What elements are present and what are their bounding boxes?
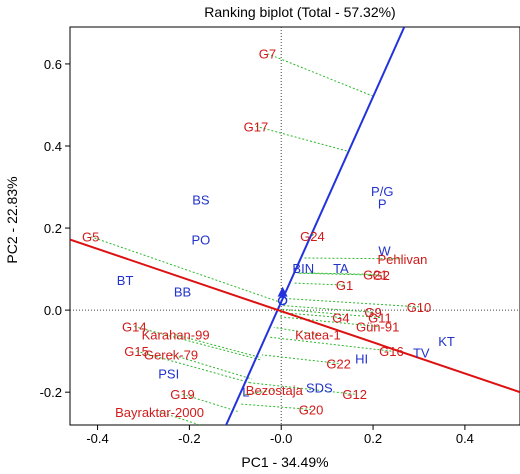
projection-line bbox=[281, 308, 380, 318]
genotype-label: Katea-1 bbox=[295, 328, 341, 343]
x-tick-label: -0.2 bbox=[178, 431, 200, 446]
y-tick-label: 0.2 bbox=[44, 221, 62, 236]
trait-label: P bbox=[378, 196, 387, 211]
y-tick-label: 0.4 bbox=[44, 139, 62, 154]
x-tick-label: -0.4 bbox=[86, 431, 108, 446]
projection-line bbox=[297, 272, 376, 275]
trait-label: BT bbox=[117, 273, 134, 288]
genotype-label: Gerek-79 bbox=[144, 347, 198, 362]
y-tick-label: 0.0 bbox=[44, 303, 62, 318]
genotype-label: G20 bbox=[299, 402, 324, 417]
projection-line bbox=[182, 393, 238, 412]
trait-label: PSI bbox=[158, 367, 179, 382]
average-environment-arrow bbox=[277, 286, 288, 297]
projection-line bbox=[283, 305, 374, 313]
genotype-label: G21 bbox=[363, 267, 388, 282]
genotype-label: Karahan-99 bbox=[142, 328, 210, 343]
y-tick-label: -0.2 bbox=[40, 385, 62, 400]
trait-label: PO bbox=[191, 233, 210, 248]
trait-label: TV bbox=[413, 345, 430, 360]
y-tick-label: 0.6 bbox=[44, 57, 62, 72]
genotype-label: G15 bbox=[124, 344, 149, 359]
genotype-label: G16 bbox=[379, 344, 404, 359]
projection-line bbox=[312, 231, 316, 237]
genotype-label: G9 bbox=[364, 305, 381, 320]
genotype-label: G2 bbox=[373, 268, 390, 283]
x-axis-label: PC1 - 34.49% bbox=[241, 454, 328, 470]
genotype-label: G17 bbox=[244, 119, 269, 134]
genotype-label: G1 bbox=[336, 278, 353, 293]
genotype-label: G14 bbox=[122, 320, 147, 335]
projection-line bbox=[249, 382, 355, 395]
chart-title: Ranking biplot (Total - 57.32%) bbox=[204, 4, 395, 20]
projection-line bbox=[175, 334, 262, 359]
projection-line bbox=[261, 354, 339, 364]
ata-axis-line bbox=[70, 238, 520, 394]
trait-label: KT bbox=[438, 334, 455, 349]
trait-label: BIN bbox=[292, 261, 314, 276]
projection-line bbox=[293, 282, 345, 286]
trait-label: BS bbox=[192, 192, 210, 207]
trait-label: SDS bbox=[306, 380, 333, 395]
genotype-label: G24 bbox=[300, 229, 325, 244]
projection-line bbox=[244, 389, 275, 396]
genotype-label: Pehlivan bbox=[378, 252, 428, 267]
projection-line bbox=[278, 316, 378, 328]
genotype-label: G7 bbox=[259, 47, 276, 62]
projection-line bbox=[273, 326, 319, 336]
genotype-label: G5 bbox=[82, 230, 99, 245]
trait-label: P/G bbox=[371, 184, 393, 199]
trait-label: HI bbox=[355, 352, 368, 367]
genotype-label: G12 bbox=[342, 387, 367, 402]
x-tick-label: 0.4 bbox=[456, 431, 474, 446]
genotype-label: G22 bbox=[326, 356, 351, 371]
x-tick-label: -0.0 bbox=[270, 431, 292, 446]
projection-line bbox=[134, 326, 261, 361]
genotype-label: G10 bbox=[407, 300, 432, 315]
trait-label: W bbox=[378, 244, 391, 259]
projection-line bbox=[267, 53, 374, 97]
genotype-label: G4 bbox=[332, 310, 349, 325]
projection-line bbox=[303, 257, 403, 260]
plot-frame bbox=[69, 26, 520, 426]
genotype-label: Bezostaja bbox=[246, 383, 304, 398]
genotype-label: G19 bbox=[170, 387, 195, 402]
trait-label: BB bbox=[174, 285, 191, 300]
trait-label: L bbox=[242, 384, 249, 399]
projection-line bbox=[269, 336, 392, 352]
projection-line bbox=[255, 125, 350, 153]
genotype-label: Bayraktar-2000 bbox=[115, 405, 204, 420]
trait-label: TA bbox=[333, 261, 349, 276]
projection-line bbox=[286, 298, 420, 308]
x-tick-label: 0.2 bbox=[364, 431, 382, 446]
genotype-label: Gün-91 bbox=[356, 320, 399, 335]
genotype-label: G11 bbox=[368, 310, 392, 325]
atc-axis-line bbox=[225, 27, 406, 425]
y-axis-label: PC2 - 22.83% bbox=[4, 176, 20, 263]
